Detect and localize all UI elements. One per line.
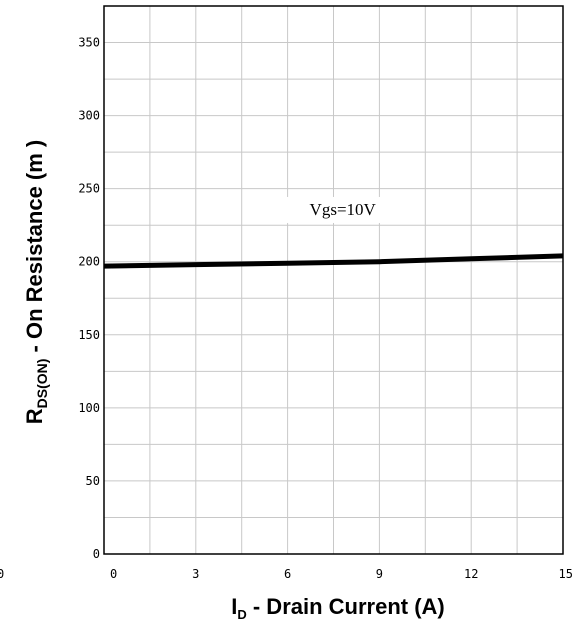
x-axis-label-main: I <box>231 594 237 619</box>
annotation-background <box>286 196 399 223</box>
y-tick-label: 350 <box>78 36 100 50</box>
annotation-label: Vgs=10V <box>310 200 377 219</box>
y-tick-label: 300 <box>78 109 100 123</box>
y-axis-label-subscript: DS(ON) <box>34 359 50 409</box>
y-tick-label: 100 <box>78 401 100 415</box>
y-tick-labels: 0 50 100 150 200 250 300 350 <box>78 36 100 561</box>
x-tick-labels: 0 3 6 9 12 15 <box>110 567 573 581</box>
x-tick-label: 15 <box>559 567 573 581</box>
y-axis-label: RDS(ON) - On Resistance (m ) <box>22 140 50 425</box>
y-tick-label: 150 <box>78 328 100 342</box>
x-tick-label: 9 <box>376 567 383 581</box>
series-line <box>103 253 564 269</box>
y-tick-label: 0 <box>93 547 100 561</box>
x-axis-label-subscript: D <box>237 607 246 622</box>
x-axis-label-rest: - Drain Current (A) <box>247 594 445 619</box>
x-tick-label: 12 <box>464 567 478 581</box>
y-tick-label: 250 <box>78 182 100 196</box>
x-tick-label: 6 <box>284 567 291 581</box>
origin-stray-label: 0 <box>0 567 4 581</box>
y-axis-label-rest: - On Resistance (m ) <box>22 140 47 359</box>
annotation: Vgs=10V <box>286 196 399 223</box>
series-group <box>103 253 564 269</box>
plot-border <box>103 5 564 555</box>
x-axis-label: ID - Drain Current (A) <box>231 594 445 622</box>
y-tick-label: 50 <box>86 474 100 488</box>
y-axis-label-main: R <box>22 408 47 424</box>
y-tick-label: 200 <box>78 255 100 269</box>
x-tick-label: 3 <box>192 567 199 581</box>
x-tick-label: 0 <box>110 567 117 581</box>
grid <box>104 6 563 554</box>
